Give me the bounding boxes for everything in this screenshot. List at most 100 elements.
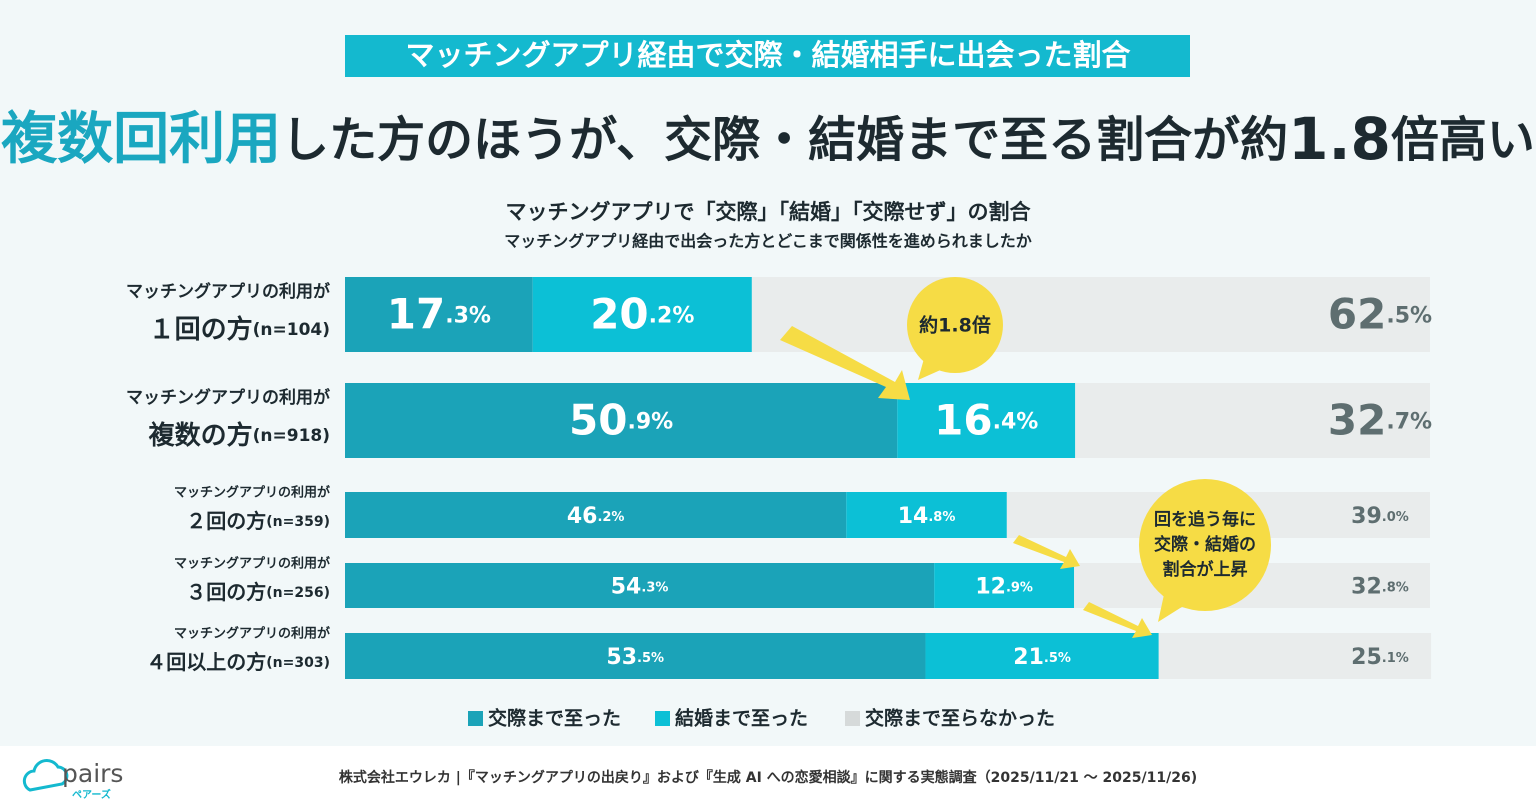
logo-kana: ペアーズ — [72, 788, 111, 801]
legend-label: 交際まで至らなかった — [865, 707, 1055, 730]
headline-text: 倍高い — [1391, 112, 1535, 168]
category: ４回以上の方 — [146, 650, 266, 674]
logo: pairs — [62, 759, 123, 788]
legend: 交際まで至った 結婚まで至った 交際まで至らなかった — [468, 707, 1055, 730]
value-major: 17 — [387, 289, 445, 338]
value-label: 50.9% — [569, 395, 673, 444]
legend-label: 交際まで至った — [488, 707, 621, 730]
callout — [907, 277, 1003, 373]
sample-size: (n=104) — [253, 320, 330, 340]
bar-segment — [1075, 383, 1430, 458]
callout-pointer — [1158, 590, 1185, 622]
value-minor: .3% — [641, 580, 668, 595]
value-label: 32.7% — [1328, 395, 1432, 444]
category-prefix: マッチングアプリの利用が — [126, 281, 330, 302]
value-minor: .8% — [928, 510, 955, 525]
value-label: 16.4% — [934, 395, 1038, 444]
footer — [0, 746, 1536, 804]
value-major: 62 — [1328, 289, 1386, 338]
bar-segment — [345, 492, 847, 538]
value-major: 54 — [611, 575, 642, 600]
callout — [1139, 479, 1271, 611]
legend-swatch — [655, 711, 670, 726]
value-major: 32 — [1328, 395, 1386, 444]
value-minor: .2% — [649, 304, 695, 329]
value-major: 21 — [1013, 645, 1044, 670]
value-label: 62.5% — [1328, 289, 1432, 338]
category-label: 複数の方(n=918) — [149, 420, 330, 451]
callout-text: 交際・結婚の — [1154, 534, 1256, 555]
bar-segment — [934, 563, 1075, 608]
badge-box — [345, 35, 1190, 77]
bar-segment — [532, 277, 752, 352]
logo-icon — [22, 759, 69, 792]
value-minor: .4% — [993, 410, 1039, 435]
value-label: 32.8% — [1351, 575, 1409, 600]
bar-segment — [846, 492, 1007, 538]
badge: マッチングアプリ経由で交際・結婚相手に出会った割合 — [405, 38, 1130, 72]
value-label: 25.1% — [1351, 645, 1409, 670]
arrow — [1013, 535, 1080, 569]
value-label: 46.2% — [567, 504, 625, 529]
bar-segment — [345, 277, 533, 352]
chart-title: マッチングアプリで「交際」「結婚」「交際せず」の割合 — [506, 200, 1032, 224]
value-minor: .1% — [1382, 651, 1409, 666]
legend-swatch — [845, 711, 860, 726]
headline: 複数回利用した方のほうが、交際・結婚まで至る割合が約1.8倍高い — [1, 105, 1535, 173]
category: 複数の方 — [149, 420, 253, 451]
category-prefix: マッチングアプリの利用が — [174, 626, 330, 642]
sample-size: (n=256) — [266, 585, 330, 601]
arrow — [1083, 602, 1152, 638]
arrow — [780, 326, 910, 400]
headline-accent: 複数回利用 — [1, 107, 281, 172]
category-prefix: マッチングアプリの利用が — [174, 485, 330, 501]
category-label: ２回の方(n=359) — [186, 509, 330, 533]
value-label: 12.9% — [975, 575, 1033, 600]
bar-segment — [345, 633, 926, 679]
value-major: 16 — [934, 395, 992, 444]
callout-text: 約1.8倍 — [919, 314, 991, 337]
category-prefix: マッチングアプリの利用が — [126, 387, 330, 408]
value-minor: .5% — [637, 651, 664, 666]
value-label: 54.3% — [611, 575, 669, 600]
value-major: 25 — [1351, 645, 1382, 670]
value-minor: .9% — [1006, 580, 1033, 595]
value-major: 12 — [975, 575, 1006, 600]
value-major: 32 — [1351, 575, 1382, 600]
sample-size: (n=303) — [266, 655, 330, 671]
value-major: 46 — [567, 504, 598, 529]
legend-label: 結婚まで至った — [675, 707, 808, 730]
value-label: 14.8% — [898, 504, 956, 529]
value-minor: .3% — [445, 304, 491, 329]
callout-text: 割合が上昇 — [1163, 559, 1248, 580]
bar-segment — [345, 383, 898, 458]
callout-text: 回を追う毎に — [1154, 509, 1256, 530]
value-minor: .2% — [597, 510, 624, 525]
bar-segment — [751, 277, 1430, 352]
headline-number: 1.8 — [1288, 105, 1391, 173]
value-major: 14 — [898, 504, 929, 529]
bar-segment — [925, 633, 1159, 679]
headline-text: した方のほうが、交際・結婚まで至る割合が約 — [281, 112, 1288, 168]
chart-subtitle: マッチングアプリ経由で出会った方とどこまで関係性を進められましたか — [504, 232, 1032, 251]
bar-segment — [345, 563, 935, 608]
value-minor: .9% — [627, 410, 673, 435]
bar-segment — [897, 383, 1076, 458]
value-label: 53.5% — [606, 645, 664, 670]
category-label: １回の方(n=104) — [149, 314, 330, 345]
category-label: ４回以上の方(n=303) — [146, 650, 330, 674]
value-major: 53 — [606, 645, 637, 670]
category: １回の方 — [149, 314, 253, 345]
value-minor: .8% — [1382, 580, 1409, 595]
category: ３回の方 — [186, 580, 266, 604]
bar-segment — [1158, 633, 1432, 679]
value-major: 20 — [590, 289, 648, 338]
value-major: 50 — [569, 395, 627, 444]
sample-size: (n=359) — [266, 514, 330, 530]
value-minor: .5% — [1044, 651, 1071, 666]
value-label: 21.5% — [1013, 645, 1071, 670]
value-label: 39.0% — [1351, 504, 1409, 529]
value-major: 39 — [1351, 504, 1382, 529]
